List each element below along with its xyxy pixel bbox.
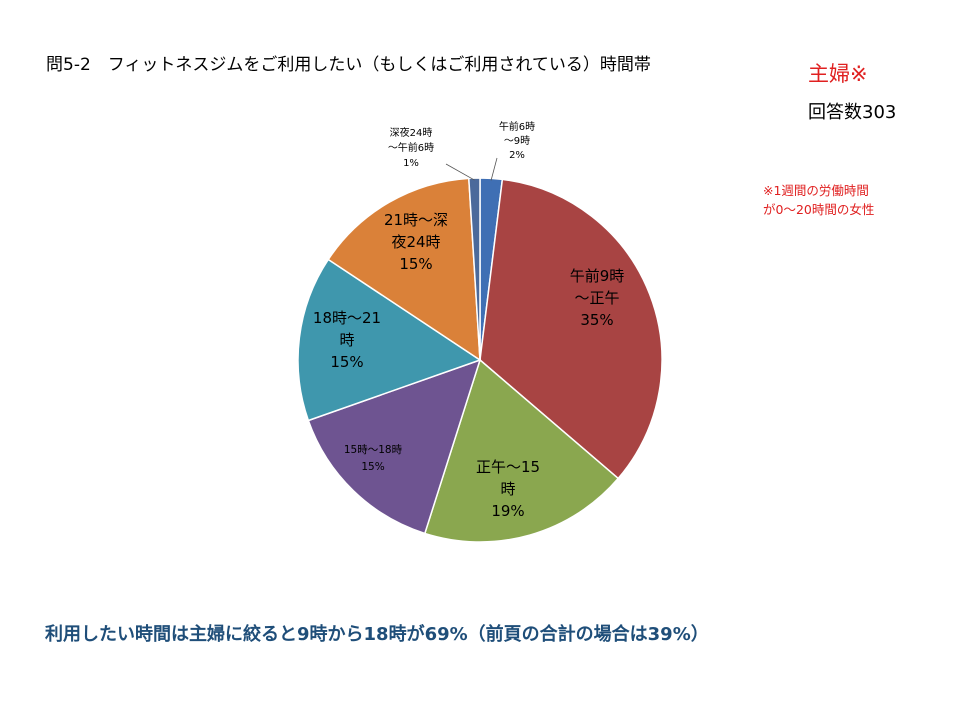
- leader-line: [490, 157, 498, 181]
- slice-label: 21時～深夜24時 15%: [384, 211, 448, 273]
- slice-label: 深夜24時～午前6時 1%: [388, 126, 434, 169]
- pie-slice: [327, 177, 481, 362]
- slice-label: 午前9時～正午 35%: [570, 267, 625, 329]
- slice-label: 18時～21 時 15%: [313, 309, 381, 371]
- page-title: 問5-2 フィットネスジムをご利用したい（もしくはご利用されている）時間帯: [46, 55, 651, 75]
- slice-label: 午前6時～9時 2%: [499, 120, 535, 161]
- pie-slice: [423, 358, 620, 543]
- pie-slice: [297, 258, 482, 422]
- segment-label: 主婦※: [808, 62, 868, 86]
- conclusion-text: 利用したい時間は主婦に絞ると9時から18時が69%（前頁の合計の場合は39%）: [45, 624, 709, 645]
- slice-label: 15時～18時 15%: [344, 444, 403, 473]
- pie-slice: [479, 178, 663, 480]
- pie-slice: [468, 177, 481, 361]
- respondent-count: 回答数303: [808, 102, 897, 123]
- leader-line: [445, 163, 475, 181]
- pie-slice: [307, 358, 482, 535]
- segment-note: ※1週間の労働時間 が0～20時間の女性: [763, 183, 875, 217]
- slice-label: 正午～15 時 19%: [476, 458, 540, 520]
